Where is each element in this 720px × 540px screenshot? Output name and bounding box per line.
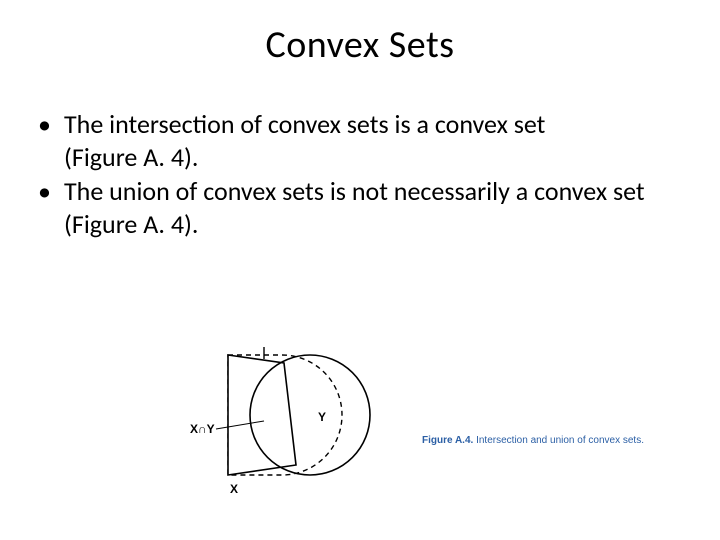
figure-caption: Figure A.4. Intersection and union of co… bbox=[422, 435, 644, 446]
bullet-marker: • bbox=[38, 175, 64, 242]
bullet-text: The intersection of convex sets is a con… bbox=[64, 108, 682, 141]
bullet-continuation: (Figure A. 4). bbox=[38, 141, 682, 174]
figure: X∩Y X Y Figure A.4. Intersection and uni… bbox=[172, 325, 672, 505]
bullet-item: • The intersection of convex sets is a c… bbox=[38, 108, 682, 141]
bullet-text: The union of convex sets is not necessar… bbox=[64, 175, 682, 242]
bullet-item: • The union of convex sets is not necess… bbox=[38, 175, 682, 242]
label-y: Y bbox=[318, 410, 326, 424]
bullet-marker: • bbox=[38, 108, 64, 141]
slide-body: • The intersection of convex sets is a c… bbox=[0, 78, 720, 241]
label-x-intersect-y: X∩Y bbox=[190, 422, 215, 436]
caption-bold: Figure A.4. bbox=[422, 435, 473, 446]
label-x: X bbox=[230, 482, 238, 496]
slide: Convex Sets • The intersection of convex… bbox=[0, 0, 720, 540]
caption-text: Intersection and union of convex sets. bbox=[473, 435, 644, 446]
slide-title: Convex Sets bbox=[0, 0, 720, 78]
convex-diagram-svg: X∩Y X Y bbox=[172, 325, 412, 505]
